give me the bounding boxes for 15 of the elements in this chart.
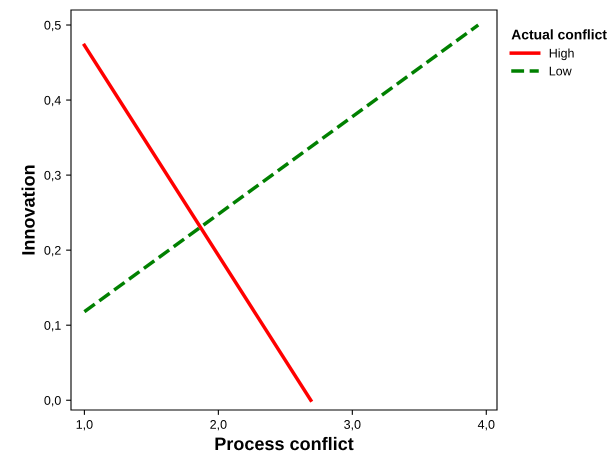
legend-label: Low — [550, 66, 572, 76]
y-axis-title: Innovation — [22, 165, 35, 254]
y-tick-label: 0,2 — [44, 246, 61, 256]
y-tick-label: 0,0 — [44, 396, 61, 406]
x-axis-title: Process conflict — [215, 436, 354, 450]
x-tick-label: 1,0 — [76, 420, 93, 430]
x-tick-label: 2,0 — [210, 420, 227, 430]
y-tick-label: 0,1 — [44, 321, 61, 332]
legend-label: High — [550, 48, 574, 60]
x-tick-label: 3,0 — [344, 420, 361, 430]
y-tick-label: 0,4 — [44, 96, 61, 106]
legend-title: Actual conflict — [512, 29, 607, 40]
y-tick-label: 0,5 — [44, 20, 61, 32]
x-tick-label: 4,0 — [478, 420, 494, 430]
y-tick-label: 0,3 — [44, 170, 61, 182]
